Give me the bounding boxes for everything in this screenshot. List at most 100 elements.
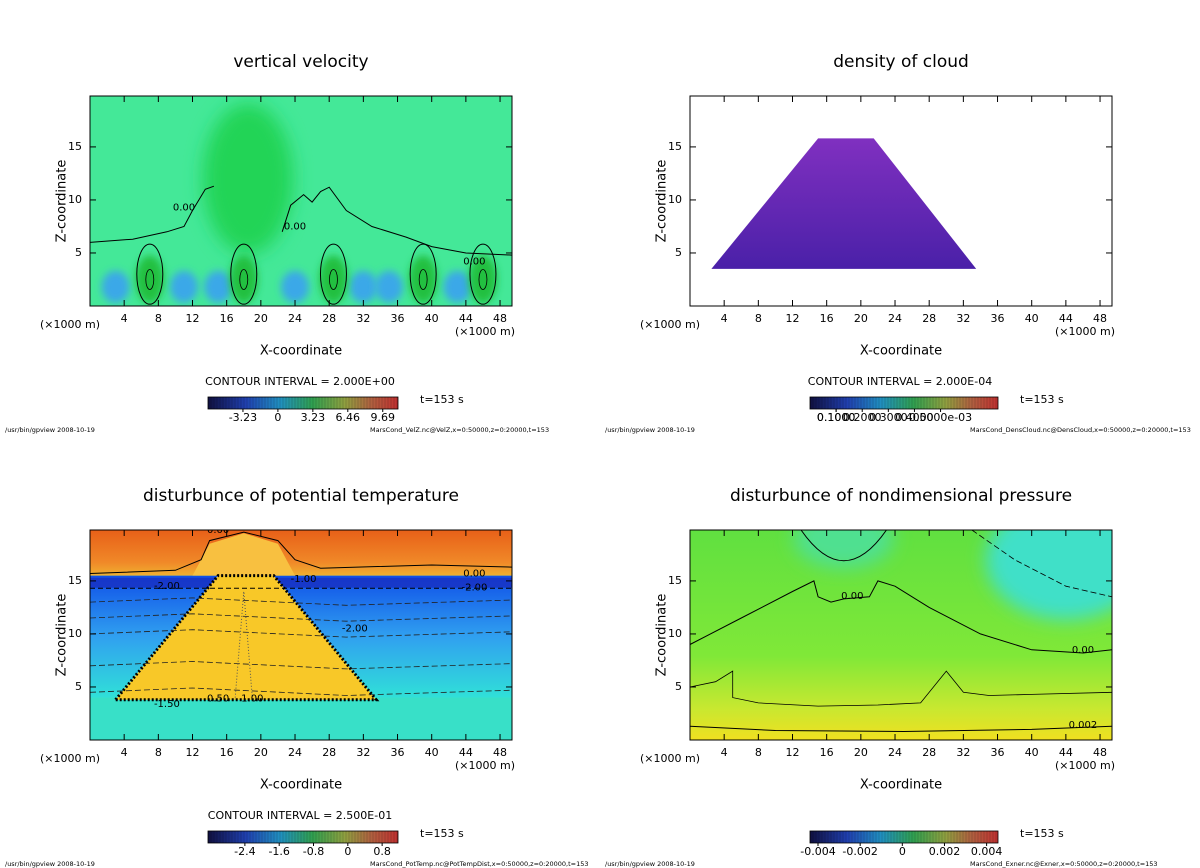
y-axis-label: Z-coordinate <box>55 160 70 243</box>
footer-left: /usr/bin/gpview 2008-10-19 <box>5 426 95 434</box>
y-tick-label: 10 <box>68 193 82 206</box>
x-tick-label: 40 <box>425 312 439 325</box>
x-tick-label: 24 <box>288 746 302 759</box>
contour-interval: CONTOUR INTERVAL = 2.500E-01 <box>208 809 392 822</box>
colorbar-tick-label: 0.004 <box>971 845 1003 858</box>
x-unit-label: (×1000 m) <box>640 318 700 331</box>
colorbar-tick-label: 0.1000 <box>817 411 856 424</box>
y-tick-label: 15 <box>668 574 682 587</box>
footer-left: /usr/bin/gpview 2008-10-19 <box>5 860 95 868</box>
x-tick-label: 32 <box>956 746 970 759</box>
colorbar <box>809 830 999 844</box>
colorbar-tick-label: -1.6 <box>268 845 289 858</box>
colorbar-tick-label: -0.8 <box>303 845 324 858</box>
contour-line <box>800 530 887 562</box>
contour-line <box>329 269 338 290</box>
x-tick-label: 36 <box>991 312 1005 325</box>
contour-line <box>690 670 1112 707</box>
x-tick-label: 20 <box>854 312 868 325</box>
contour-label: -2.00 <box>154 581 180 592</box>
footer-right: MarsCond_PotTemp.nc@PotTempDist,x=0:5000… <box>370 860 589 868</box>
contour-interval: CONTOUR INTERVAL = 2.000E+00 <box>205 375 395 388</box>
chart-title: disturbunce of nondimensional pressure <box>730 486 1072 506</box>
contour-label: 0.00 <box>284 221 306 232</box>
field-green <box>409 255 438 304</box>
field: 0.00 -1.00 0.00 -2.00 -2.00 -2.00 -1.50 0.50 1.0… <box>90 525 512 740</box>
colorbar-tick-label: 0.8 <box>373 845 391 858</box>
y-tick-label: 10 <box>668 193 682 206</box>
colorbar-tick-label: -0.002 <box>842 845 877 858</box>
x-axis-label: X-coordinate <box>260 778 342 793</box>
time-label: t=153 s <box>420 827 464 840</box>
contour-label: 0.50 <box>207 694 229 705</box>
panel: 0.000.000.004 8 12 16 20 24 28 32 36 40 44 4851015v… <box>5 52 549 434</box>
x-axis-label: X-coordinate <box>860 778 942 793</box>
contour-line <box>239 269 249 290</box>
colorbar-tick-label: 0.4000 <box>895 411 934 424</box>
contour-label: -2.00 <box>461 582 487 593</box>
field-blue <box>349 270 378 303</box>
contour-label: 0.00 <box>207 525 229 536</box>
contour-line <box>690 580 1112 654</box>
y-axis-label: Z-coordinate <box>655 594 670 677</box>
y-tick-label: 5 <box>75 246 82 259</box>
x-unit-label: (×1000 m) <box>455 759 515 772</box>
colorbar <box>207 396 399 410</box>
colorbar-tick-label: 3.23 <box>301 411 326 424</box>
contour-line <box>409 243 437 305</box>
chart-title: density of cloud <box>833 52 969 72</box>
plot-frame <box>689 95 1113 307</box>
colorbar <box>809 396 999 410</box>
contour-label: -1.00 <box>291 574 317 585</box>
contour-line <box>690 725 1112 733</box>
colorbar <box>207 830 399 844</box>
footer-right: MarsCond_Exner.nc@Exner,x=0:50000,z=0:20… <box>970 860 1158 868</box>
field-blue <box>281 270 310 303</box>
field-core <box>203 103 294 254</box>
x-tick-label: 4 <box>721 312 728 325</box>
x-tick-label: 32 <box>356 312 370 325</box>
x-tick-label: 32 <box>356 746 370 759</box>
x-tick-label: 44 <box>459 746 473 759</box>
y-tick-label: 15 <box>68 140 82 153</box>
colorbar-tick-label: 9.69 <box>370 411 395 424</box>
x-tick-label: 12 <box>186 746 200 759</box>
plume <box>192 533 295 576</box>
x-axis-label: X-coordinate <box>860 344 942 359</box>
field-blue <box>374 270 403 303</box>
plot-frame <box>89 95 513 307</box>
field <box>690 96 1112 306</box>
colorbar-tick-label: 0.3000 <box>869 411 908 424</box>
contour-line <box>114 574 380 702</box>
x-tick-label: 24 <box>888 746 902 759</box>
footer-left: /usr/bin/gpview 2008-10-19 <box>605 426 695 434</box>
contour-label: -1.50 <box>154 699 180 710</box>
contour-line <box>90 531 512 574</box>
x-tick-label: 48 <box>493 312 507 325</box>
contour-label: 0.00 <box>841 591 863 602</box>
colorbar-tick-label: 0.002 <box>929 845 961 858</box>
x-unit-label: (×1000 m) <box>1055 325 1115 338</box>
colorbar-tick-label: 0 <box>899 845 906 858</box>
x-tick-label: 40 <box>1025 312 1039 325</box>
time-label: t=153 s <box>1020 827 1064 840</box>
contour-line <box>234 591 253 698</box>
y-axis-label: Z-coordinate <box>55 594 70 677</box>
field-green <box>319 255 348 304</box>
x-tick-label: 48 <box>1093 312 1107 325</box>
field-green <box>229 255 258 304</box>
field-blue <box>101 270 130 303</box>
contour-label: 0.002 <box>1069 720 1098 731</box>
chart-title: vertical velocity <box>233 52 368 72</box>
y-tick-label: 5 <box>675 246 682 259</box>
colorbar-tick-label: 0.5000e-03 <box>909 411 972 424</box>
time-label: t=153 s <box>420 393 464 406</box>
field-cyan <box>793 530 894 569</box>
x-tick-label: 44 <box>1059 312 1073 325</box>
contour-label: 0.00 <box>173 202 195 213</box>
contour-line <box>418 269 428 290</box>
x-tick-label: 24 <box>888 312 902 325</box>
colorbar-tick-label: -2.4 <box>234 845 255 858</box>
contour-line <box>319 243 347 305</box>
